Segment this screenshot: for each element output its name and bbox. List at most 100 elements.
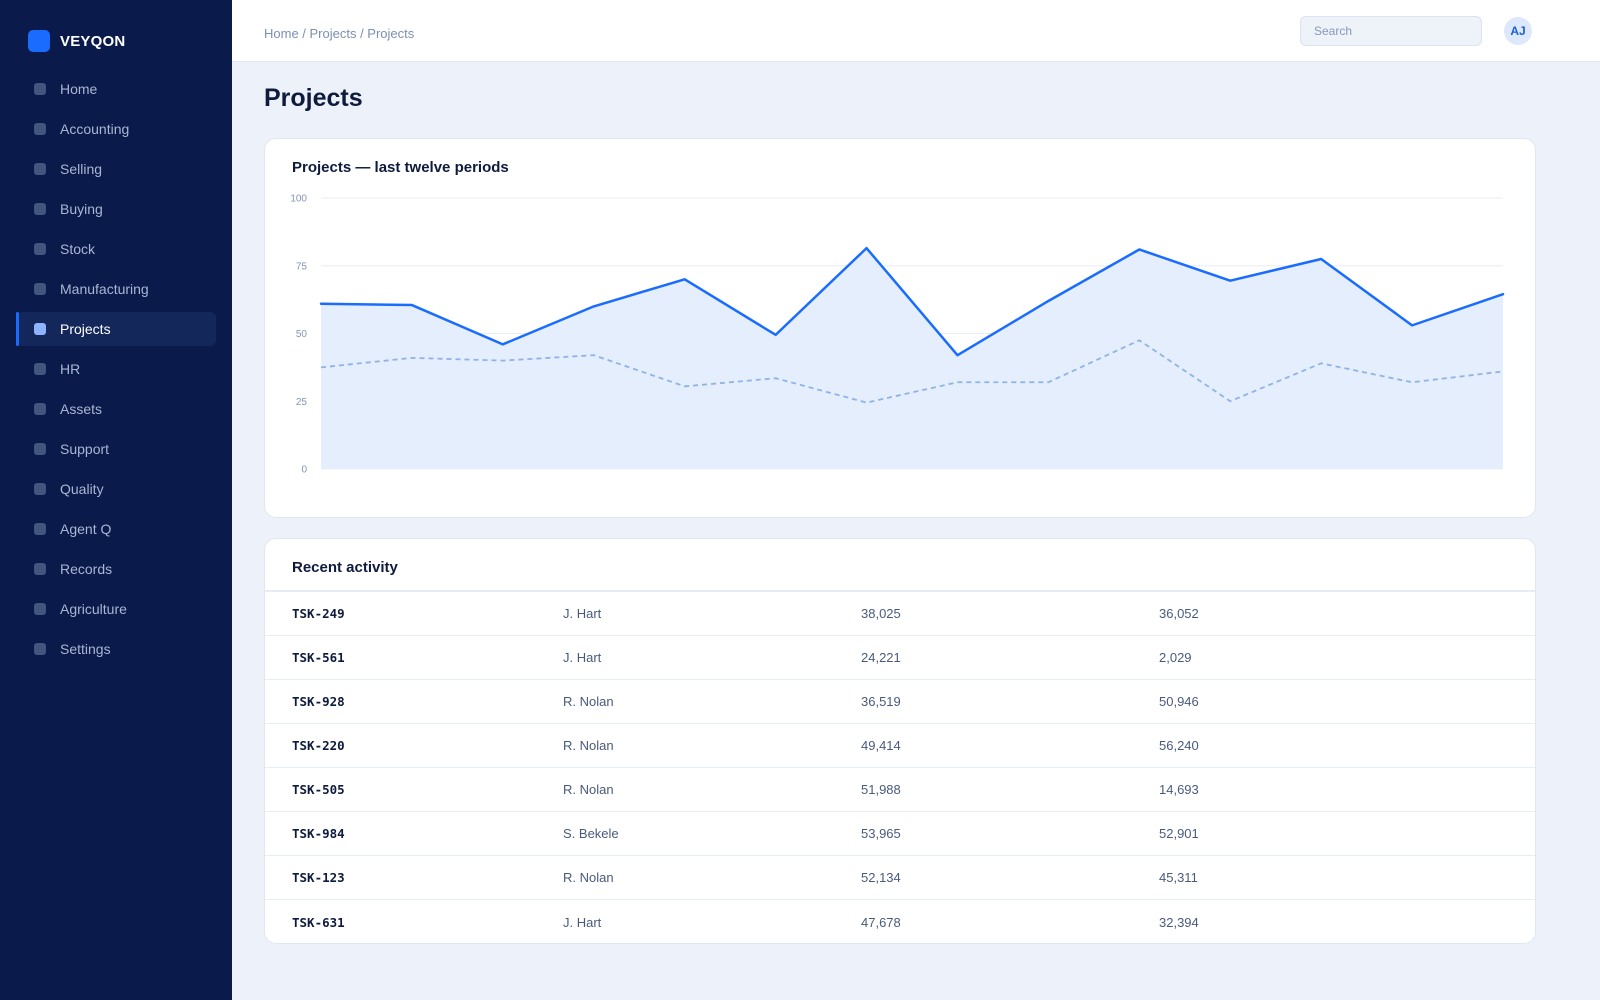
accounting-icon [34,123,46,135]
value-a-cell: 38,025 [861,606,901,621]
brand-name: VEYQON [60,32,126,50]
support-icon [34,443,46,455]
owner-cell: R. Nolan [563,694,614,709]
value-b-cell: 2,029 [1159,650,1192,665]
manufacturing-icon [34,283,46,295]
table-row[interactable]: TSK-984 S. Bekele 53,965 52,901 [265,812,1535,856]
sidebar-item-home[interactable]: Home [16,72,216,106]
sidebar-item-support[interactable]: Support [16,432,216,466]
owner-cell: J. Hart [563,606,602,621]
value-b-cell: 50,946 [1159,694,1199,709]
value-a-cell: 52,134 [861,870,901,885]
task-id-cell: TSK-928 [292,694,345,709]
task-id-cell: TSK-561 [292,650,345,665]
value-a-cell: 24,221 [861,650,901,665]
sidebar-item-assets[interactable]: Assets [16,392,216,426]
projects-line-chart: 0 25 50 75 100 [290,194,1505,476]
table-row[interactable]: TSK-631 J. Hart 47,678 32,394 [265,900,1535,943]
value-a-cell: 49,414 [861,738,901,753]
value-b-cell: 14,693 [1159,782,1199,797]
sidebar-item-label: Assets [60,401,103,417]
sidebar-item-label: Buying [60,201,103,217]
selling-icon [34,163,46,175]
sidebar-item-stock[interactable]: Stock [16,232,216,266]
sidebar-item-label: Agriculture [60,601,127,617]
owner-cell: S. Bekele [563,826,619,841]
task-id-cell: TSK-220 [292,738,345,753]
table-row[interactable]: TSK-220 R. Nolan 49,414 56,240 [265,724,1535,768]
task-id-cell: TSK-249 [292,606,345,621]
value-a-cell: 51,988 [861,782,901,797]
brand[interactable]: VEYQON [28,30,125,52]
owner-cell: R. Nolan [563,738,614,753]
task-id-cell: TSK-123 [292,870,345,885]
sidebar-item-label: Home [60,81,98,97]
sidebar-item-label: Stock [60,241,96,257]
sidebar-item-label: Support [60,441,110,457]
sidebar-item-label: Settings [60,641,111,657]
projects-icon [34,323,46,335]
activity-card: Recent activity TSK-249 J. Hart 38,025 36,0… [264,538,1536,944]
sidebar-item-quality[interactable]: Quality [16,472,216,506]
value-b-cell: 36,052 [1159,606,1199,621]
sidebar-item-label: Agent Q [60,521,112,537]
home-icon [34,83,46,95]
sidebar-item-records[interactable]: Records [16,552,216,586]
owner-cell: R. Nolan [563,782,614,797]
value-b-cell: 45,311 [1159,870,1198,885]
y-tick-label: 0 [301,465,307,476]
table-row[interactable]: TSK-561 J. Hart 24,221 2,029 [265,636,1535,680]
task-id-cell: TSK-984 [292,826,345,841]
stock-icon [34,243,46,255]
table-row[interactable]: TSK-505 R. Nolan 51,988 14,693 [265,768,1535,812]
sidebar-item-label: HR [60,361,81,377]
sidebar-item-selling[interactable]: Selling [16,152,216,186]
sidebar-item-agent-q[interactable]: Agent Q [16,512,216,546]
avatar[interactable]: AJ [1504,17,1532,45]
topbar: Home / Projects / Projects AJ [232,0,1600,62]
sidebar: VEYQON Home Accounting Selling Buying Stock M… [0,0,232,1000]
sidebar-item-agriculture[interactable]: Agriculture [16,592,216,626]
value-b-cell: 56,240 [1159,738,1199,753]
chart-card: 0 25 50 75 100 Projects — last twelve period… [264,138,1536,518]
activity-table: TSK-249 J. Hart 38,025 36,052 TSK-561 J. Hart… [265,590,1535,943]
sidebar-item-label: Records [60,561,113,577]
y-tick-label: 50 [296,329,308,340]
sidebar-item-label: Selling [60,161,103,177]
task-id-cell: TSK-505 [292,782,345,797]
brand-logo-icon [28,30,50,52]
sidebar-item-accounting[interactable]: Accounting [16,112,216,146]
owner-cell: J. Hart [563,650,602,665]
value-a-cell: 47,678 [861,914,901,930]
task-id-cell: TSK-631 [292,914,345,930]
assets-icon [34,403,46,415]
buying-icon [34,203,46,215]
series-2-line [320,339,1504,404]
breadcrumb[interactable]: Home / Projects / Projects [264,26,415,41]
agriculture-icon [34,603,46,615]
records-icon [34,563,46,575]
sidebar-item-buying[interactable]: Buying [16,192,216,226]
sidebar-item-projects[interactable]: Projects [16,312,216,346]
series-1-line [319,246,1505,357]
owner-cell: J. Hart [563,914,602,930]
sidebar-item-settings[interactable]: Settings [16,632,216,666]
value-b-cell: 32,394 [1159,914,1199,930]
table-row[interactable]: TSK-249 J. Hart 38,025 36,052 [265,592,1535,636]
sidebar-item-label: Projects [60,321,111,337]
page-title: Projects [264,84,363,112]
y-tick-label: 75 [296,261,308,272]
sidebar-item-label: Quality [60,481,104,497]
value-a-cell: 53,965 [861,826,901,841]
search-input[interactable] [1300,16,1482,46]
activity-title: Recent activity [292,559,398,576]
table-row[interactable]: TSK-928 R. Nolan 36,519 50,946 [265,680,1535,724]
owner-cell: R. Nolan [563,870,614,885]
quality-icon [34,483,46,495]
agent-icon [34,523,46,535]
y-tick-label: 25 [296,397,308,408]
sidebar-item-manufacturing[interactable]: Manufacturing [16,272,216,306]
table-row[interactable]: TSK-123 R. Nolan 52,134 45,311 [265,856,1535,900]
sidebar-item-hr[interactable]: HR [16,352,216,386]
chart-title: Projects — last twelve periods [292,159,509,176]
